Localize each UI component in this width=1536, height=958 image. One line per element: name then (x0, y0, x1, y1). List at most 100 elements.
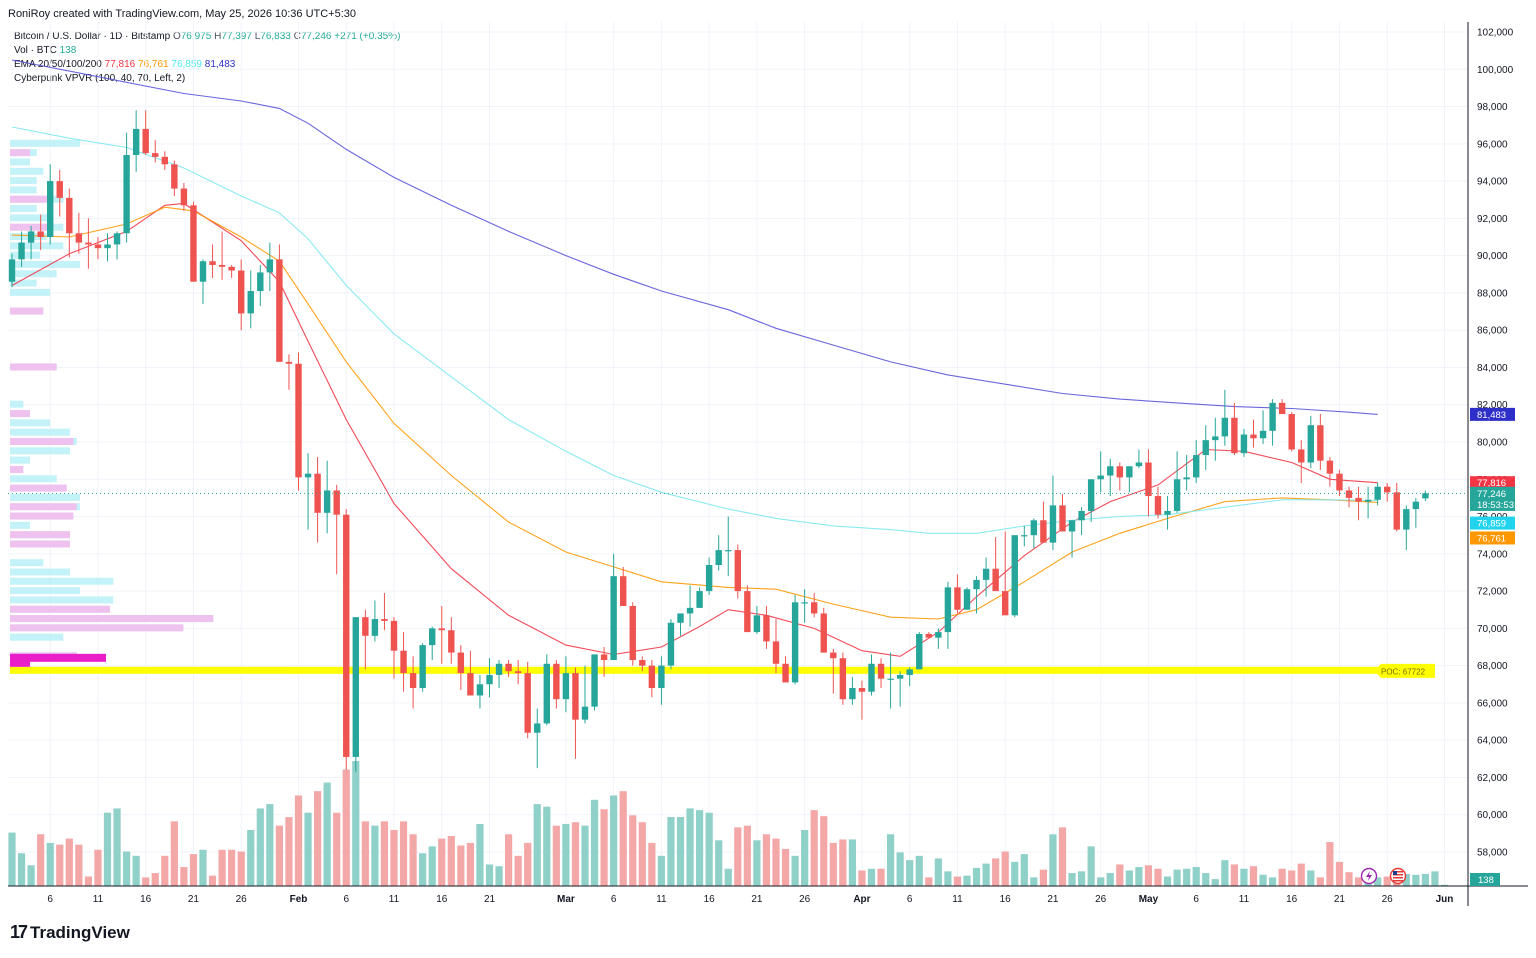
candle-body (276, 259, 283, 362)
vpvr-bar-down (10, 438, 74, 445)
volume-bar (1192, 867, 1200, 886)
time-tick-label: 21 (1334, 894, 1346, 905)
volume-bar (333, 812, 341, 886)
candle-body (610, 576, 617, 661)
candle-body (1374, 486, 1381, 500)
time-tick-label: 6 (47, 894, 53, 905)
volume-bar (151, 873, 159, 886)
tradingview-logo[interactable]: 17 TradingView (10, 922, 130, 943)
candle-body (209, 261, 216, 265)
vpvr-bar-down (10, 149, 30, 157)
volume-bar (571, 822, 580, 886)
poc-label: POC: 67722 (1381, 667, 1426, 676)
vpvr-bar-down (10, 531, 70, 539)
volume-bar (352, 761, 360, 886)
volume-bar (1087, 846, 1095, 886)
candle-body (486, 674, 493, 685)
candle-body (1212, 436, 1219, 441)
vpvr-bar (10, 186, 37, 194)
candle-body (1107, 466, 1114, 476)
candle-body (304, 473, 312, 478)
ema100-value: 76,859 (171, 59, 202, 70)
volume-bar (218, 849, 226, 886)
volume-bar (103, 812, 112, 886)
price-label: 81,483 (1477, 410, 1506, 421)
volume-bar (848, 839, 856, 886)
candle-body (1059, 505, 1066, 532)
vpvr-legend-line[interactable]: Cyberpunk VPVR (100, 40, 70, Left, 2) (14, 72, 400, 86)
vpvr-bar-down (10, 465, 24, 473)
time-tick-label: Mar (557, 894, 575, 905)
candle-body (791, 602, 799, 683)
candle-body (1002, 591, 1009, 616)
vpvr-bar (10, 260, 80, 268)
volume-bar (27, 865, 35, 886)
candle-body (1317, 425, 1324, 461)
volume-bar (485, 864, 494, 886)
volume-bar (887, 834, 895, 886)
volume-bar (638, 822, 646, 886)
symbol-line[interactable]: Bitcoin / U.S. Dollar · 1D · Bitstamp O7… (14, 30, 400, 44)
candle-body (1412, 501, 1420, 510)
candle-body (266, 259, 274, 273)
lightning-event-icon[interactable] (1360, 867, 1378, 885)
symbol-title: Bitcoin / U.S. Dollar · 1D · Bitstamp (14, 31, 171, 42)
candle-body (171, 164, 178, 189)
volume-bar (1058, 827, 1067, 886)
candle-body (295, 363, 302, 478)
candle-body (409, 673, 417, 688)
candle-body (123, 155, 130, 234)
volume-bar (1354, 877, 1363, 886)
volume-bar (562, 823, 570, 886)
volume-legend-line[interactable]: Vol · BTC 138 (14, 44, 400, 58)
volume-bar (56, 844, 64, 886)
time-tick-label: Feb (290, 894, 308, 905)
candle-body (906, 669, 913, 675)
price-label: 18:53:53 (1477, 500, 1514, 511)
volume-bar (275, 825, 283, 886)
time-tick-label: Apr (853, 894, 870, 905)
volume-legend-value: 138 (59, 45, 77, 56)
vpvr-bar (10, 177, 37, 185)
candle-body (553, 663, 560, 700)
candle-body (801, 602, 808, 604)
tradingview-logo-text: TradingView (30, 922, 130, 942)
volume-bar (495, 866, 503, 886)
volume-bar (1326, 842, 1334, 886)
volume-bar (657, 855, 665, 886)
price-label-bg (1470, 497, 1515, 511)
volume-bar (390, 829, 398, 886)
candle-body (629, 606, 636, 661)
chart-legend: Bitcoin / U.S. Dollar · 1D · Bitstamp O7… (14, 30, 400, 86)
poc-label-bg (1374, 663, 1435, 678)
ema-line (11, 206, 1378, 620)
candle-body (1154, 496, 1162, 515)
chart-credit: RoniRoy created with TradingView.com, Ma… (8, 8, 357, 20)
volume-bar (1068, 873, 1076, 886)
candle-body (830, 652, 837, 659)
volume-bar (409, 834, 417, 886)
time-tick-label: 26 (799, 894, 811, 905)
ema-legend-label: EMA 20/50/100/200 (14, 59, 102, 70)
time-tick-label: 6 (343, 894, 349, 905)
candle-body (562, 673, 570, 700)
candle-body (1298, 449, 1305, 463)
time-tick-label: 11 (93, 894, 104, 905)
candle-body (37, 231, 44, 237)
low-label: L (254, 31, 261, 42)
candle-body (982, 568, 990, 580)
candles (8, 110, 1429, 772)
price-tick-label: 88,000 (1477, 288, 1508, 299)
vpvr-bar (10, 214, 50, 222)
volume-label-bg (1470, 873, 1500, 886)
vpvr-profile: POC: 67722 (10, 139, 1435, 678)
volume-legend-label: Vol · BTC (14, 45, 57, 56)
vpvr-bar-down (10, 605, 110, 613)
time-tick-label: 16 (436, 894, 448, 905)
ema-legend-line[interactable]: EMA 20/50/100/200 77,816 76,761 76,859 8… (14, 58, 400, 72)
us-flag-event-icon[interactable] (1389, 867, 1407, 885)
price-tick-label: 74,000 (1477, 549, 1508, 560)
volume-bar (247, 829, 255, 886)
